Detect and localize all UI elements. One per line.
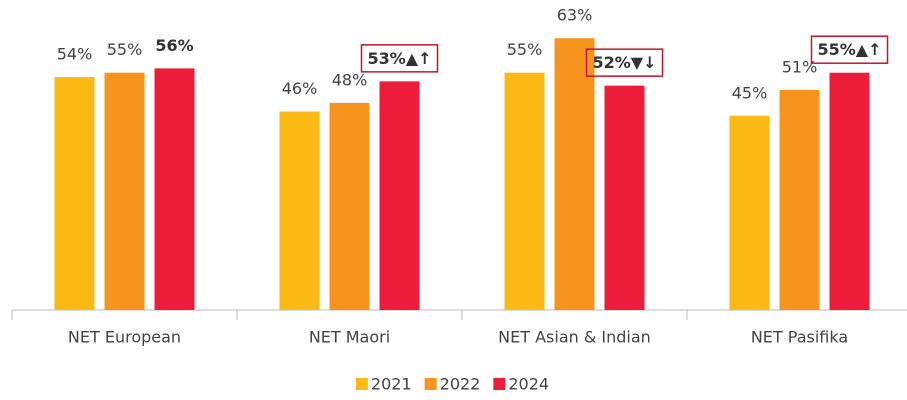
x-tick-label: NET Maori [309, 328, 390, 347]
bar [104, 72, 145, 310]
bar [829, 72, 870, 310]
data-label: 55% [507, 40, 543, 59]
data-label: 52%▼↓ [592, 53, 656, 72]
label-box [360, 44, 439, 73]
data-label: 63% [557, 6, 593, 25]
bar [504, 72, 545, 310]
bar [279, 111, 320, 311]
label-box [585, 48, 664, 77]
data-label: 46% [282, 79, 318, 98]
data-label: 55%▲↑ [817, 40, 881, 59]
label-box [810, 35, 889, 64]
bar [779, 89, 820, 310]
bar [729, 115, 770, 310]
legend-label: 2021 [371, 375, 412, 394]
data-label: 55% [107, 40, 143, 59]
bar [154, 68, 195, 311]
x-tick-label: NET Asian & Indian [498, 328, 651, 347]
data-label: 45% [732, 83, 768, 102]
data-label: 51% [782, 57, 818, 76]
data-label: 48% [332, 70, 368, 89]
bar [329, 102, 370, 311]
legend-swatch [424, 378, 437, 390]
bar [604, 85, 645, 311]
x-tick-label: NET European [68, 328, 181, 347]
data-label: 54% [57, 45, 93, 64]
bar [54, 77, 95, 311]
legend-swatch [355, 378, 368, 390]
data-label: 53%▲↑ [367, 49, 431, 68]
bar [379, 81, 420, 310]
legend-label: 2022 [440, 375, 481, 394]
legend-label: 2024 [508, 375, 549, 394]
legend-swatch [493, 378, 506, 390]
data-label: 56% [155, 36, 193, 55]
x-tick-label: NET Pasifika [751, 328, 848, 347]
bar [554, 38, 595, 310]
